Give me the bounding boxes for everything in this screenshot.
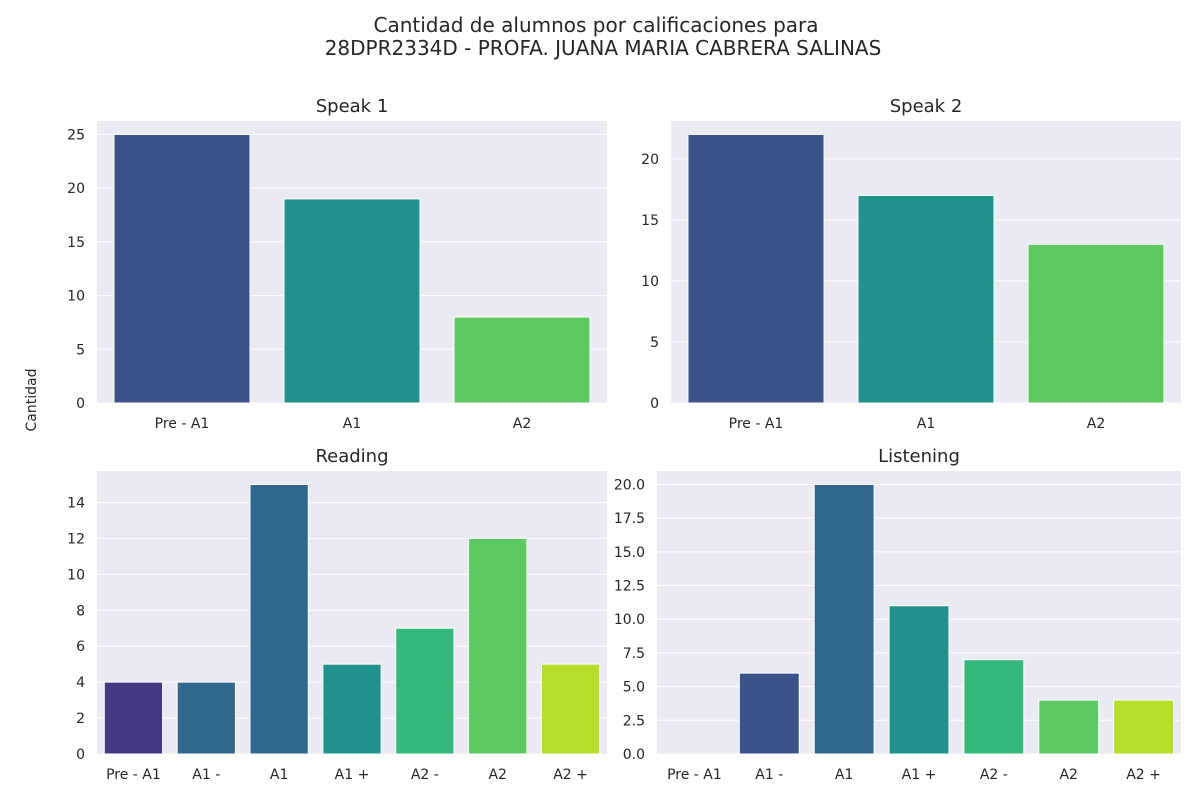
x-tick-label: A1 [343, 416, 361, 432]
bar-5 [395, 627, 455, 755]
y-tick-label: 2.5 [623, 713, 645, 729]
y-tick-label: 5 [76, 342, 85, 358]
y-tick-label: 4 [76, 675, 85, 691]
x-tick-label: Pre - A1 [106, 767, 161, 783]
x-tick-label: Pre - A1 [729, 416, 784, 432]
y-tick-label: 20 [641, 152, 659, 168]
bar-1 [113, 133, 251, 404]
bar-4 [888, 605, 950, 755]
chart-title-line-1: Cantidad de alumnos por calificaciones p… [373, 13, 818, 37]
bar-2 [283, 198, 421, 404]
y-tick-label: 7.5 [623, 646, 645, 662]
y-tick-label: 20.0 [614, 477, 645, 493]
x-tick-label: Pre - A1 [155, 416, 210, 432]
y-tick-label: 0.0 [623, 747, 645, 763]
y-tick-label: 15 [67, 235, 85, 251]
y-tick-label: 17.5 [614, 511, 645, 527]
subplot-2: 0 5 10 15 20 Pre - A1 A1 A2 Speak 2 [641, 96, 1181, 432]
y-tick-label: 0 [76, 396, 85, 412]
x-tick-label: A1 [835, 767, 853, 783]
bar-1 [103, 681, 164, 755]
bar-4 [322, 663, 382, 755]
bar-3 [453, 316, 591, 404]
x-tick-label: A2 [1087, 416, 1105, 432]
subplot-4: 0.0 2.5 5.0 7.5 10.0 12.5 15.0 17.5 20.0 Pre - A1… [614, 446, 1181, 783]
bar-3 [813, 483, 875, 755]
bar-3 [1027, 243, 1165, 404]
bar-6 [1038, 699, 1100, 755]
y-tick-label: 15.0 [614, 545, 645, 561]
y-tick-label: 2 [76, 711, 85, 727]
y-tick-label: 10 [67, 567, 85, 583]
x-tick-label: A1 - [192, 767, 220, 783]
y-tick-label: 15 [641, 213, 659, 229]
x-tick-label: A1 [917, 416, 935, 432]
y-axis-label: Cantidad [24, 369, 40, 432]
bar-6 [468, 537, 528, 755]
x-tick-label: Pre - A1 [667, 767, 722, 783]
subplot-3: 0 2 4 6 8 10 12 14 Pre - A1 A1 - A1 A1 + A2 - A2 A2 + R… [67, 446, 607, 783]
x-tick-label: A2 - [411, 767, 439, 783]
x-tick-label: A2 [513, 416, 531, 432]
x-tick-label: A1 - [755, 767, 783, 783]
y-tick-label: 0 [76, 747, 85, 763]
y-tick-label: 14 [67, 495, 85, 511]
y-tick-label: 5 [650, 335, 659, 351]
x-tick-label: A1 + [902, 767, 937, 783]
x-tick-label: A2 - [980, 767, 1008, 783]
x-tick-label: A2 [1059, 767, 1077, 783]
subplot-title: Speak 2 [890, 96, 963, 117]
x-tick-label: A2 + [1126, 767, 1161, 783]
bar-3 [249, 483, 309, 755]
subplot-title: Listening [878, 446, 960, 467]
y-tick-label: 10 [641, 274, 659, 290]
x-tick-label: A2 [488, 767, 506, 783]
subplot-title: Reading [315, 446, 388, 467]
y-tick-label: 0 [650, 396, 659, 412]
subplot-1: 0 5 10 15 20 25 Pre - A1 A1 A2 Speak 1 [67, 96, 607, 432]
chart-title-line-2: 28DPR2334D - PROFA. JUANA MARIA CABRERA … [325, 36, 882, 60]
y-tick-label: 10.0 [614, 612, 645, 628]
y-tick-label: 6 [76, 639, 85, 655]
bar-7 [1113, 699, 1175, 755]
y-tick-label: 20 [67, 181, 85, 197]
bar-2 [738, 672, 800, 755]
bar-7 [540, 663, 601, 755]
y-tick-label: 5.0 [623, 680, 645, 696]
x-tick-label: A1 + [335, 767, 370, 783]
subplot-title: Speak 1 [316, 96, 389, 117]
bar-2 [857, 194, 995, 404]
y-tick-label: 10 [67, 289, 85, 305]
y-tick-label: 25 [67, 127, 85, 143]
bar-1 [687, 133, 825, 404]
bar-5 [963, 659, 1025, 755]
y-tick-label: 8 [76, 603, 85, 619]
bar-2 [176, 681, 236, 755]
y-tick-label: 12 [67, 531, 85, 547]
x-tick-label: A1 [270, 767, 288, 783]
x-tick-label: A2 + [553, 767, 588, 783]
y-tick-label: 12.5 [614, 579, 645, 595]
